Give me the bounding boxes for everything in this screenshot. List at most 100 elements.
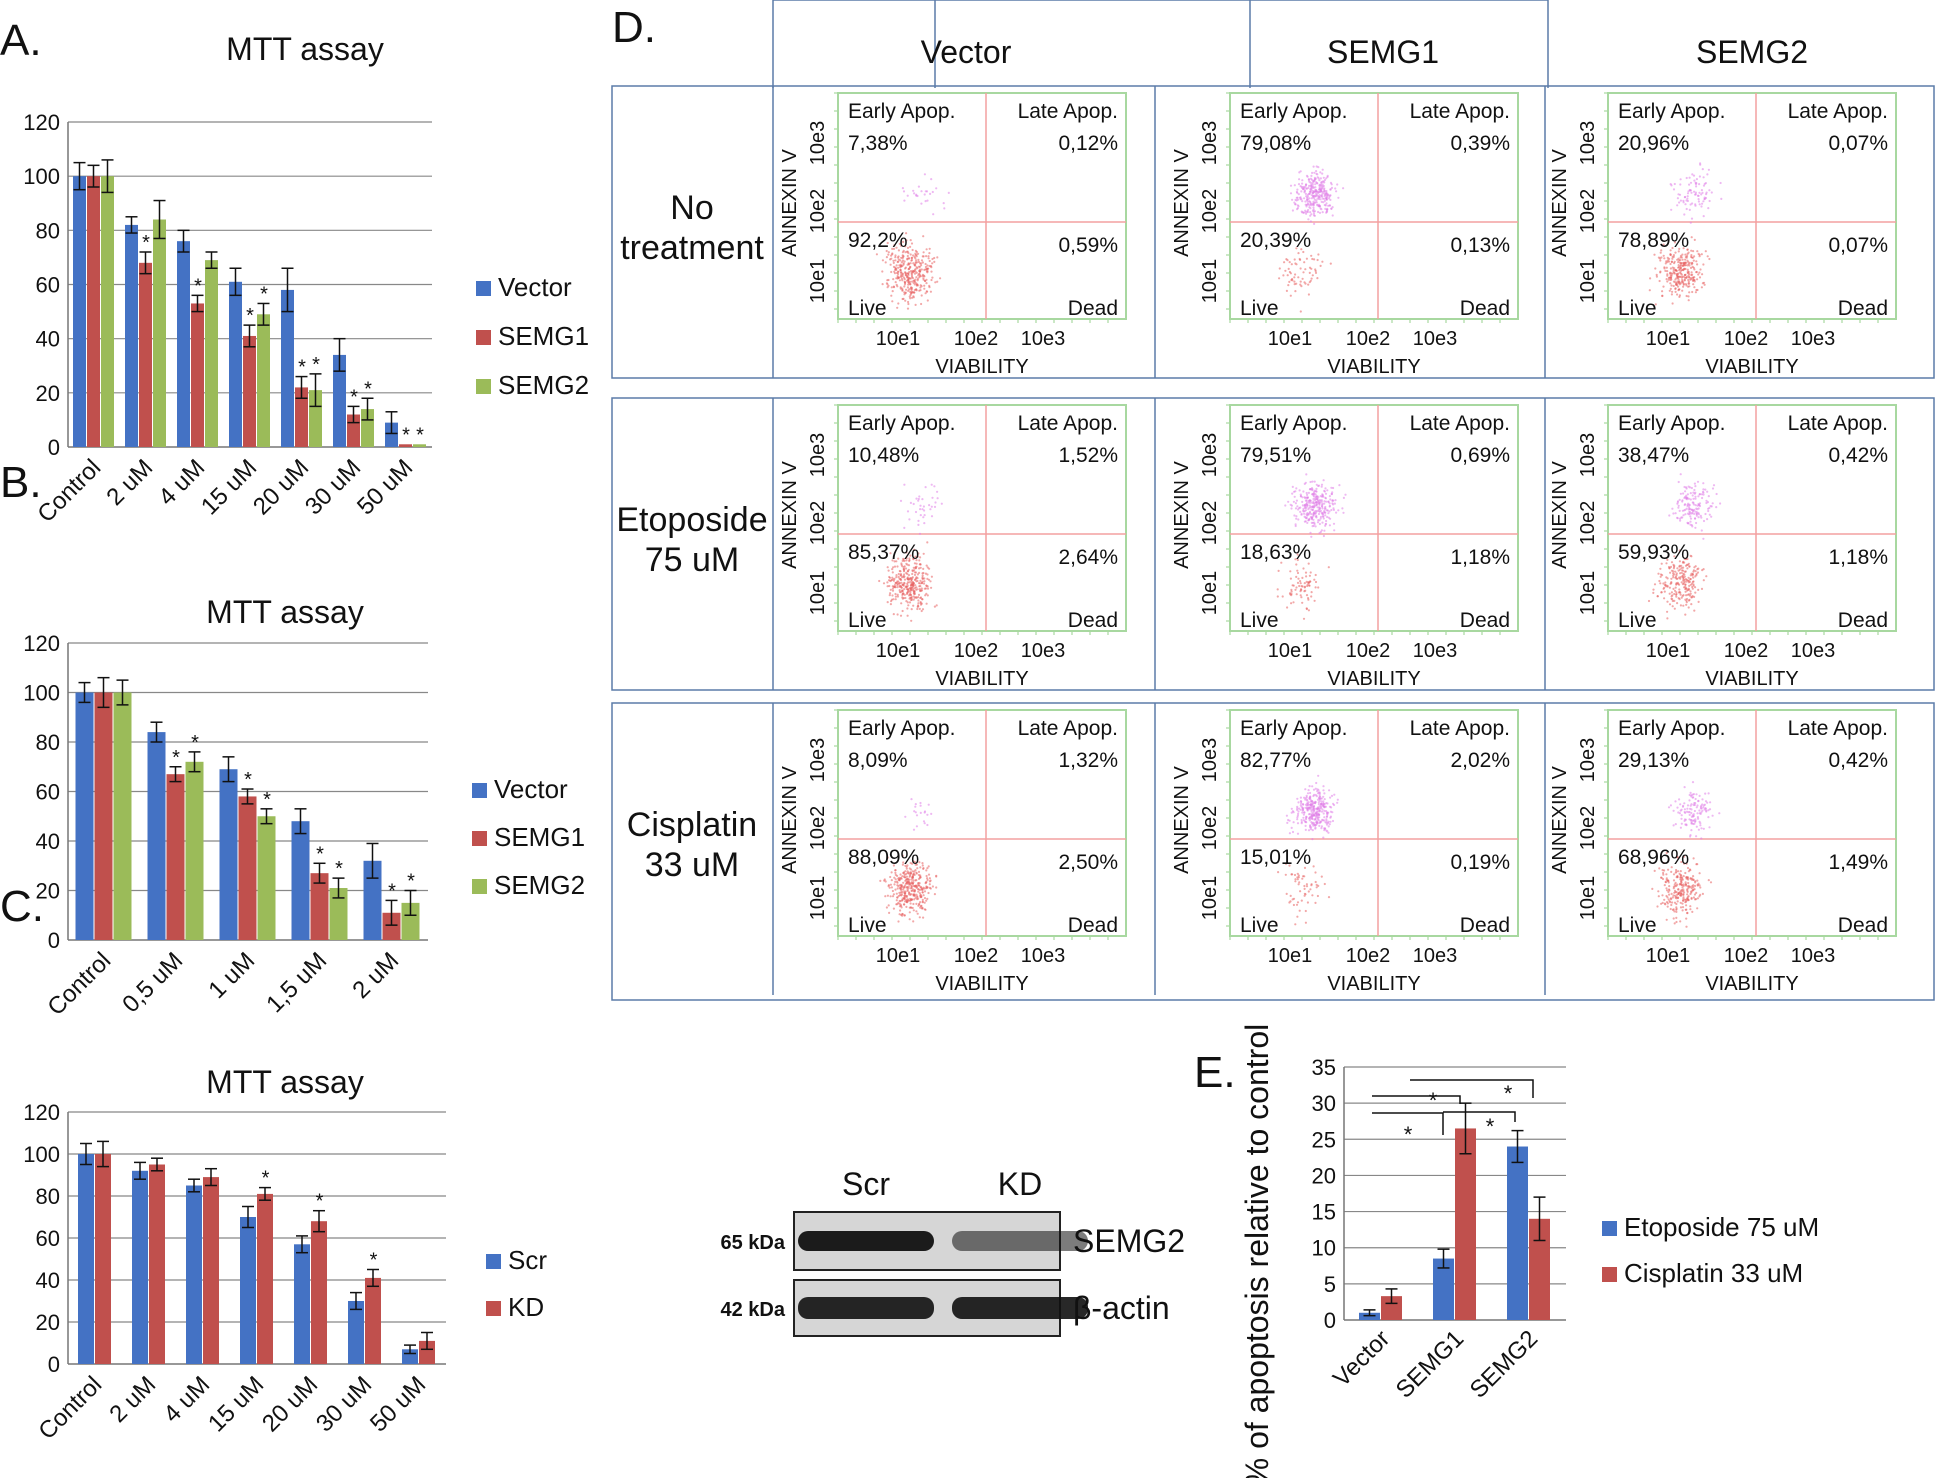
event-dot	[1702, 568, 1705, 571]
event-dot	[930, 266, 933, 269]
event-dot	[881, 259, 885, 262]
event-dot	[1306, 200, 1309, 203]
event-dot	[1330, 794, 1334, 798]
event-dot	[1317, 519, 1320, 522]
event-dot	[903, 593, 906, 596]
event-dot	[917, 258, 920, 261]
event-dot	[1320, 875, 1323, 878]
event-dot	[1689, 517, 1693, 520]
dead-value: 0,59%	[1058, 234, 1118, 257]
event-dot	[1694, 797, 1697, 801]
category-label: 20 uM	[257, 1371, 323, 1437]
event-dot	[1681, 569, 1684, 572]
bar-semg1	[191, 303, 204, 447]
dead-label: Dead	[1838, 609, 1888, 632]
event-dot	[891, 895, 895, 898]
event-dot	[1298, 807, 1301, 810]
category-label: Control	[42, 947, 116, 1021]
event-dot	[1686, 589, 1689, 592]
event-dot	[1294, 878, 1297, 881]
event-dot	[916, 884, 919, 887]
dead-label: Dead	[1460, 297, 1510, 320]
event-dot	[922, 251, 925, 254]
event-dot	[1303, 261, 1306, 264]
event-dot	[896, 874, 899, 878]
event-dot	[912, 270, 916, 273]
bar-semg1	[87, 176, 100, 447]
event-dot	[1319, 795, 1322, 799]
event-dot	[910, 619, 913, 622]
event-dot	[1669, 897, 1672, 900]
event-dot	[1294, 558, 1297, 561]
event-dot	[1677, 193, 1680, 196]
dead-label: Dead	[1068, 914, 1118, 937]
event-dot	[1323, 490, 1326, 493]
event-dot	[912, 502, 915, 506]
event-dot	[1720, 197, 1723, 200]
event-dot	[901, 863, 905, 866]
event-dot	[913, 192, 916, 195]
event-dot	[1672, 917, 1675, 920]
event-dot	[1659, 270, 1662, 273]
plot-frame	[1607, 709, 1897, 937]
event-dot	[1305, 885, 1309, 888]
event-dot	[923, 275, 926, 278]
event-dot	[1299, 580, 1302, 583]
event-dot	[1677, 597, 1680, 600]
event-dot	[1692, 793, 1695, 796]
event-dot	[906, 563, 909, 566]
event-dot	[1677, 289, 1680, 292]
event-dot	[892, 907, 896, 910]
event-dot	[928, 886, 932, 890]
event-dot	[900, 261, 904, 264]
row-label: 33 uM	[645, 846, 740, 884]
x-tick-label: 10e2	[1346, 640, 1391, 662]
event-dot	[887, 253, 890, 256]
event-dot	[906, 572, 909, 576]
event-dot	[930, 178, 933, 181]
event-dot	[1316, 176, 1319, 179]
event-dot	[1694, 818, 1697, 821]
event-dot	[1677, 591, 1681, 594]
event-dot	[898, 582, 902, 585]
event-dot	[886, 241, 889, 245]
event-dot	[1319, 198, 1322, 201]
event-dot	[904, 596, 907, 600]
event-dot	[1327, 566, 1330, 569]
event-dot	[1687, 280, 1690, 283]
event-dot	[923, 580, 926, 583]
event-dot	[1304, 192, 1307, 195]
event-dot	[1297, 252, 1300, 255]
legend-label: SEMG2	[498, 370, 589, 400]
live-label: Live	[848, 609, 887, 632]
event-dot	[1305, 607, 1308, 610]
event-dot	[1308, 206, 1311, 209]
event-dot	[1309, 571, 1312, 574]
event-dot	[1659, 259, 1662, 262]
event-dot	[1309, 791, 1312, 795]
significance-star: *	[262, 1168, 270, 1190]
event-dot	[1708, 513, 1711, 516]
event-dot	[1311, 191, 1314, 194]
event-dot	[925, 874, 928, 878]
event-dot	[1298, 257, 1301, 261]
event-dot	[1325, 500, 1328, 503]
event-dot	[1687, 881, 1690, 885]
event-dot	[1313, 194, 1316, 197]
event-dot	[909, 277, 912, 280]
event-dot	[1329, 816, 1332, 819]
event-dot	[910, 273, 913, 276]
event-dot	[926, 877, 929, 880]
event-dot	[1300, 190, 1303, 193]
event-dot	[922, 235, 925, 238]
event-dot	[912, 295, 915, 298]
dead-label: Dead	[1838, 297, 1888, 320]
category-label: 50 uM	[352, 454, 418, 520]
bar-kd	[95, 1154, 111, 1364]
event-dot	[931, 885, 935, 888]
legend-swatch	[1602, 1221, 1617, 1236]
event-dot	[922, 567, 925, 571]
event-dot	[1659, 251, 1662, 254]
event-dot	[1671, 266, 1674, 269]
